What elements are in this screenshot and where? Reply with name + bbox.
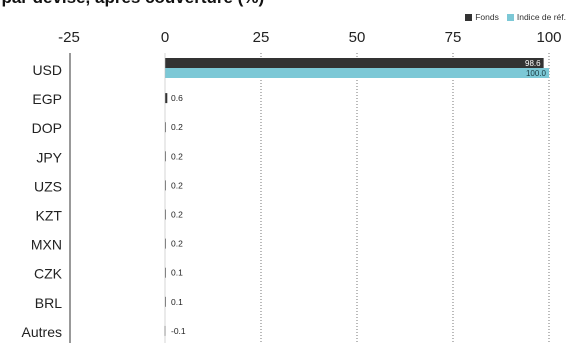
- x-tick-label-1: 0: [161, 29, 169, 46]
- category-label-2: DOP: [32, 120, 62, 136]
- category-label-0: USD: [32, 62, 62, 78]
- category-label-6: MXN: [31, 237, 62, 253]
- data-label-fonds-1: 0.6: [171, 93, 183, 103]
- x-tick-label-0: -25: [58, 29, 80, 46]
- legend: Fonds Indice de réf.: [465, 12, 566, 22]
- data-label-fonds-7: 0.1: [171, 268, 183, 278]
- bar-indice-0: [165, 68, 549, 78]
- legend-label-fonds: Fonds: [475, 12, 499, 22]
- x-tick-label-4: 75: [445, 29, 462, 46]
- category-label-1: EGP: [32, 91, 62, 107]
- category-label-8: BRL: [35, 295, 62, 311]
- bar-fonds-5: [165, 209, 166, 220]
- data-label-fonds-4: 0.2: [171, 180, 183, 190]
- bar-fonds-6: [165, 238, 166, 249]
- bar-fonds-8: [165, 296, 166, 307]
- category-label-9: Autres: [22, 324, 62, 340]
- data-label-fonds-6: 0.2: [171, 239, 183, 249]
- x-tick-label-5: 100: [536, 29, 561, 46]
- bar-fonds-2: [165, 122, 166, 133]
- category-label-3: JPY: [36, 149, 62, 165]
- category-label-7: CZK: [34, 266, 63, 282]
- data-label-fonds-3: 0.2: [171, 151, 183, 161]
- bar-fonds-7: [165, 267, 166, 278]
- data-label-fonds-8: 0.1: [171, 297, 183, 307]
- bar-fonds-1: [165, 93, 168, 104]
- legend-swatch-indice: [506, 13, 514, 21]
- data-label-fonds-5: 0.2: [171, 210, 183, 220]
- category-label-4: UZS: [34, 178, 62, 194]
- data-label-indice-0: 100.0: [526, 69, 547, 78]
- legend-item-indice: Indice de réf.: [506, 12, 566, 22]
- legend-label-indice: Indice de réf.: [516, 12, 566, 22]
- bar-fonds-4: [165, 180, 166, 191]
- chart-title: l par devise, après couverture (%): [0, 0, 264, 8]
- legend-item-fonds: Fonds: [465, 12, 499, 22]
- category-label-5: KZT: [36, 208, 63, 224]
- bar-fonds-0: [165, 58, 544, 68]
- bar-fonds-3: [165, 151, 166, 162]
- x-tick-label-3: 50: [349, 29, 366, 46]
- data-label-fonds-0: 98.6: [525, 59, 541, 68]
- legend-swatch-fonds: [465, 13, 473, 21]
- data-label-fonds-9: -0.1: [171, 326, 186, 336]
- x-tick-label-2: 25: [253, 29, 270, 46]
- data-label-fonds-2: 0.2: [171, 122, 183, 132]
